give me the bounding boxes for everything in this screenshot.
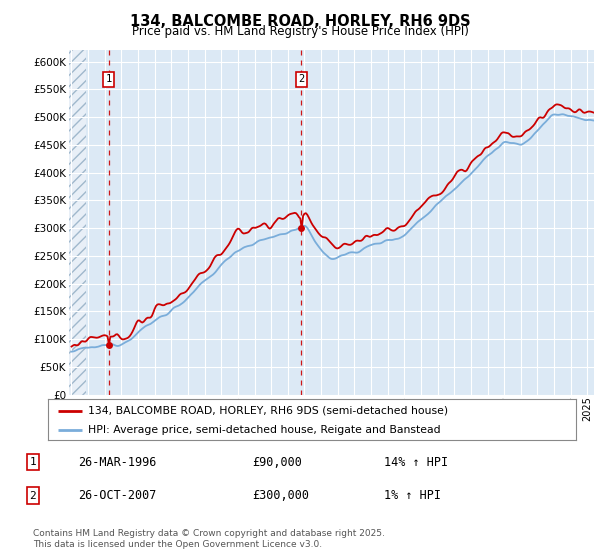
Text: HPI: Average price, semi-detached house, Reigate and Banstead: HPI: Average price, semi-detached house,…	[88, 424, 440, 435]
Text: 14% ↑ HPI: 14% ↑ HPI	[384, 455, 448, 469]
Text: £90,000: £90,000	[252, 455, 302, 469]
Text: 134, BALCOMBE ROAD, HORLEY, RH6 9DS: 134, BALCOMBE ROAD, HORLEY, RH6 9DS	[130, 14, 470, 29]
Text: 2: 2	[298, 74, 305, 85]
Text: Price paid vs. HM Land Registry's House Price Index (HPI): Price paid vs. HM Land Registry's House …	[131, 25, 469, 38]
Polygon shape	[69, 50, 86, 395]
Text: £300,000: £300,000	[252, 489, 309, 502]
Text: 26-MAR-1996: 26-MAR-1996	[78, 455, 157, 469]
Text: 1: 1	[29, 457, 37, 467]
Text: 1% ↑ HPI: 1% ↑ HPI	[384, 489, 441, 502]
Text: 26-OCT-2007: 26-OCT-2007	[78, 489, 157, 502]
Text: Contains HM Land Registry data © Crown copyright and database right 2025.
This d: Contains HM Land Registry data © Crown c…	[33, 529, 385, 549]
Text: 1: 1	[106, 74, 112, 85]
Text: 2: 2	[29, 491, 37, 501]
Text: 134, BALCOMBE ROAD, HORLEY, RH6 9DS (semi-detached house): 134, BALCOMBE ROAD, HORLEY, RH6 9DS (sem…	[88, 405, 448, 416]
